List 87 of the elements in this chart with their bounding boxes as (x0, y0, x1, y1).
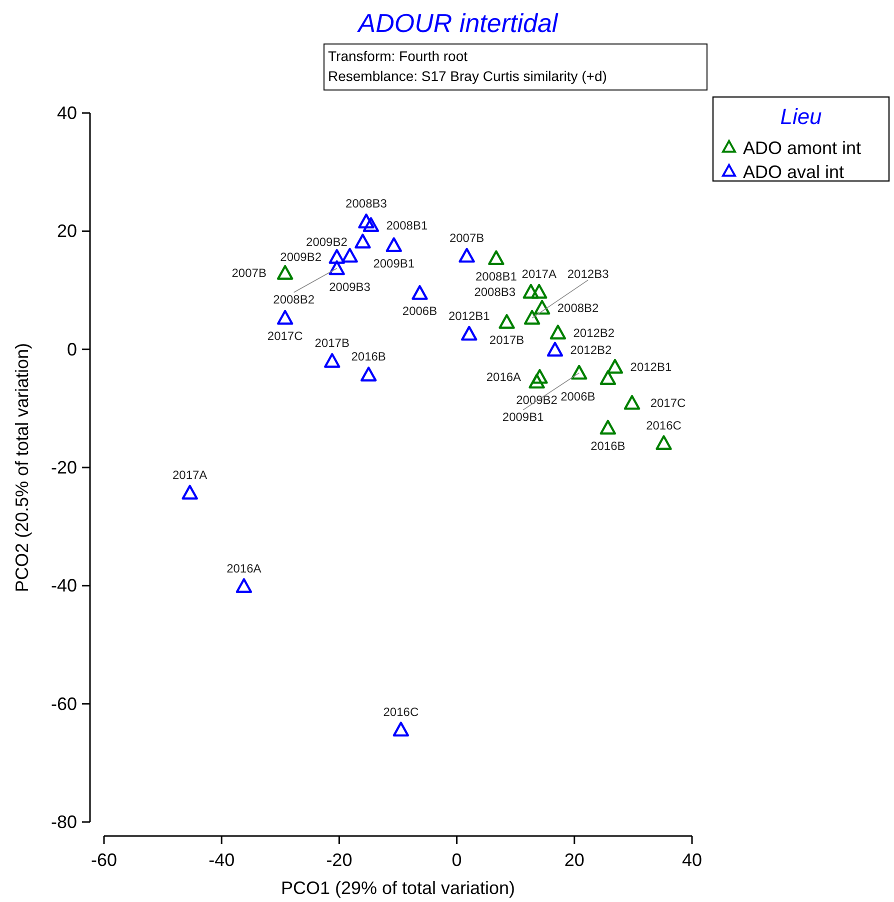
annotation: 2012B2 (570, 342, 612, 357)
annotation: 2012B2 (573, 326, 615, 340)
annotation: 2009B1 (502, 410, 544, 424)
point (458, 248, 475, 263)
point (600, 420, 616, 435)
point (550, 324, 566, 340)
point (328, 249, 345, 264)
y-tick-label: -80 (50, 812, 77, 832)
annotation: 2017A (172, 468, 208, 482)
point (354, 234, 371, 248)
x-tick-label: -60 (90, 850, 118, 870)
text: Transform: Fourth root (328, 48, 468, 64)
annotation: 2017B (314, 336, 350, 350)
annotation: 2007B (449, 230, 484, 245)
point (534, 300, 550, 315)
annotation: 2017C (650, 396, 686, 410)
point (522, 284, 539, 299)
y-axis-title: PCO2 (20.5% of total variation) (12, 342, 32, 592)
annotation: 2017C (267, 329, 304, 344)
annotation: 2016B (590, 438, 626, 453)
point (600, 370, 616, 385)
x-axis-title: PCO1 (29% of total variation) (280, 878, 516, 898)
point (360, 366, 377, 382)
y-tick-label: -20 (50, 458, 77, 478)
point (532, 369, 548, 384)
point (277, 265, 294, 280)
x-tick-label: -40 (208, 850, 235, 870)
point (488, 250, 504, 266)
annotation: 2017B (489, 333, 524, 348)
annotation: 2016A (226, 561, 262, 576)
annotation: 2007B (232, 266, 266, 280)
chart-title: ADOUR intertidal (356, 8, 559, 38)
y-tick-label: 20 (56, 221, 77, 242)
y-tick-label: -60 (50, 694, 77, 714)
annotation: 2008B3 (346, 196, 388, 211)
annotation: 2009B2 (306, 234, 348, 249)
y-tick-label: -40 (50, 576, 77, 596)
annotation: 2017A (522, 267, 556, 282)
point (386, 237, 402, 252)
annotation: 2006B (560, 389, 596, 404)
point (328, 260, 345, 276)
y-tick-label: 40 (56, 103, 77, 123)
point (624, 395, 640, 410)
annotation: 2008B2 (273, 292, 315, 306)
x-tick-label: 40 (682, 850, 702, 870)
point (524, 310, 540, 325)
point (342, 248, 358, 263)
x-tick-label: 20 (564, 850, 584, 870)
point (358, 214, 374, 228)
point (531, 284, 548, 299)
annotation: 2008B2 (557, 300, 600, 315)
point (362, 217, 380, 232)
annotation: 2016B (351, 350, 386, 364)
annotation: 2012B1 (630, 360, 672, 374)
point (277, 310, 294, 325)
legend-title: Lieu (780, 104, 822, 129)
x-tick-label: 0 (452, 850, 462, 870)
legend-label: ADO aval int (743, 162, 844, 182)
annotation: 2009B1 (373, 256, 415, 270)
x-tick-label: -20 (326, 850, 352, 870)
point (324, 353, 340, 368)
point (498, 314, 515, 329)
text: Resemblance: S17 Bray Curtis similarity (+d) (328, 68, 607, 84)
legend-label: ADO amont int (743, 138, 862, 158)
point (412, 285, 428, 300)
annotation: 2016C (646, 418, 682, 432)
y-tick-label: 0 (66, 339, 77, 360)
annotation: 2008B1 (476, 269, 518, 284)
point (392, 722, 410, 737)
point (528, 374, 545, 389)
annotation: 2008B1 (386, 218, 428, 232)
annotation: 2009B3 (329, 280, 371, 294)
point (182, 484, 198, 500)
annotation: 2016C (383, 704, 419, 719)
point (236, 578, 252, 593)
annotation: 2006B (402, 304, 438, 318)
annotation: 2008B3 (474, 285, 516, 300)
annotation: 2009B2 (280, 250, 322, 264)
annotation: 2009B2 (516, 392, 558, 407)
point (571, 364, 588, 380)
point (606, 358, 624, 374)
annotation: 2012B3 (567, 267, 610, 282)
point (656, 435, 672, 450)
point (546, 342, 564, 357)
annotation: 2012B1 (448, 308, 490, 323)
annotation: 2016A (486, 370, 522, 384)
point (461, 326, 478, 341)
